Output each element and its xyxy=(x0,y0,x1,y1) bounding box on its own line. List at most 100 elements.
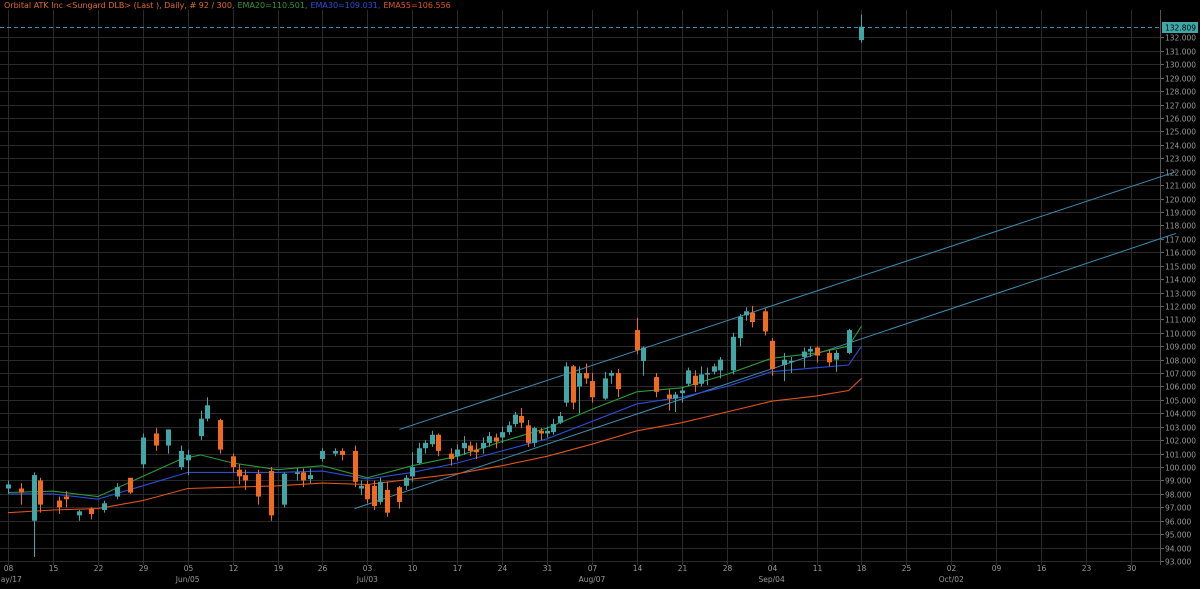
candle-up xyxy=(102,503,107,510)
x-tick-label: 28 xyxy=(723,564,733,573)
candle-down xyxy=(494,437,499,442)
ema55-label: EMA55=106.556 xyxy=(383,1,451,10)
candle-up xyxy=(782,359,787,365)
candle-down xyxy=(815,347,820,356)
y-tick-label: 107.000 xyxy=(1165,370,1196,379)
candle-down xyxy=(269,471,274,516)
month-label: May/17 xyxy=(0,575,22,584)
candle-down xyxy=(301,472,306,481)
candle-up xyxy=(680,390,685,394)
candle-down xyxy=(436,434,441,451)
y-tick-label: 126.000 xyxy=(1165,115,1196,124)
y-tick-label: 101.000 xyxy=(1165,451,1196,460)
x-tick-label: 23 xyxy=(1082,564,1092,573)
x-tick-label: 22 xyxy=(94,564,104,573)
candle-up xyxy=(686,370,691,384)
x-tick-label: 19 xyxy=(274,564,284,573)
y-tick-label: 127.000 xyxy=(1165,102,1196,111)
y-tick-label: 114.000 xyxy=(1165,276,1196,285)
y-tick-label: 122.000 xyxy=(1165,169,1196,178)
x-tick-label: 17 xyxy=(453,564,463,573)
candle-up xyxy=(558,416,563,423)
y-tick-label: 110.000 xyxy=(1165,330,1196,339)
candle-up xyxy=(532,428,537,443)
y-tick-label: 105.000 xyxy=(1165,397,1196,406)
y-tick-label: 94.000 xyxy=(1165,545,1191,554)
candle-up xyxy=(789,360,794,363)
x-tick-label: 12 xyxy=(229,564,239,573)
y-tick-label: 129.000 xyxy=(1165,75,1196,84)
x-tick-label: 09 xyxy=(992,564,1002,573)
x-tick-label: 15 xyxy=(49,564,59,573)
candle-up xyxy=(834,352,839,360)
candle-down xyxy=(218,420,223,450)
y-tick-label: 109.000 xyxy=(1165,343,1196,352)
x-tick-label: 11 xyxy=(813,564,823,573)
y-tick-label: 103.000 xyxy=(1165,424,1196,433)
candle-down xyxy=(635,330,640,351)
candle-down xyxy=(237,469,242,477)
candle-up xyxy=(487,436,492,443)
y-tick-label: 131.000 xyxy=(1165,48,1196,57)
candle-down xyxy=(519,416,524,423)
candle-up xyxy=(673,394,678,399)
y-tick-label: 111.000 xyxy=(1165,316,1196,325)
y-tick-label: 130.000 xyxy=(1165,61,1196,70)
candle-up xyxy=(603,378,608,399)
x-tick-label: 16 xyxy=(1037,564,1047,573)
x-tick-label: 08 xyxy=(4,564,14,573)
candle-down xyxy=(468,445,473,451)
candle-down xyxy=(385,489,390,513)
candle-up xyxy=(333,450,338,454)
candle-up xyxy=(744,311,749,316)
ema20-line xyxy=(7,325,862,498)
candle-down xyxy=(340,450,345,455)
candle-up xyxy=(500,432,505,438)
candle-down xyxy=(654,377,659,392)
candle-down xyxy=(584,373,589,379)
y-tick-label: 100.000 xyxy=(1165,464,1196,473)
candle-down xyxy=(19,488,24,493)
ema30-line xyxy=(8,345,862,500)
x-tick-label: 21 xyxy=(678,564,688,573)
x-tick-label: 26 xyxy=(318,564,328,573)
candle-up xyxy=(705,373,710,375)
candle-down xyxy=(231,456,236,468)
trend-channel-line xyxy=(399,171,1177,430)
candle-up xyxy=(847,330,852,353)
candle-up xyxy=(513,414,518,425)
candle-up xyxy=(186,454,191,461)
x-tick-label: 05 xyxy=(184,564,194,573)
y-tick-label: 98.000 xyxy=(1165,491,1191,500)
y-tick-label: 106.000 xyxy=(1165,383,1196,392)
x-tick-label: 18 xyxy=(857,564,867,573)
candle-down xyxy=(750,312,755,323)
candle-up xyxy=(564,366,569,403)
candle-down xyxy=(57,500,62,508)
candle-up xyxy=(731,336,736,371)
y-tick-label: 108.000 xyxy=(1165,357,1196,366)
candle-down xyxy=(539,430,544,434)
trend-channel-line xyxy=(354,232,1177,510)
y-tick-label: 95.000 xyxy=(1165,531,1191,540)
candle-up xyxy=(481,442,486,449)
y-tick-label: 112.000 xyxy=(1165,303,1196,312)
candle-up xyxy=(462,442,467,449)
y-tick-label: 104.000 xyxy=(1165,410,1196,419)
ema30-label: EMA30=109.031, xyxy=(310,1,381,10)
candle-up xyxy=(423,442,428,449)
x-tick-label: 31 xyxy=(543,564,553,573)
candle-up xyxy=(199,418,204,437)
candle-up xyxy=(718,359,723,371)
y-tick-label: 125.000 xyxy=(1165,128,1196,137)
y-tick-label: 116.000 xyxy=(1165,249,1196,258)
last-price-box xyxy=(1162,22,1198,33)
x-tick-label: 29 xyxy=(139,564,149,573)
candle-down xyxy=(449,453,454,459)
candle-up xyxy=(205,405,210,419)
y-tick-label: 132.000 xyxy=(1165,34,1196,43)
y-tick-label: 113.000 xyxy=(1165,290,1196,299)
y-tick-label: 96.000 xyxy=(1165,518,1191,527)
